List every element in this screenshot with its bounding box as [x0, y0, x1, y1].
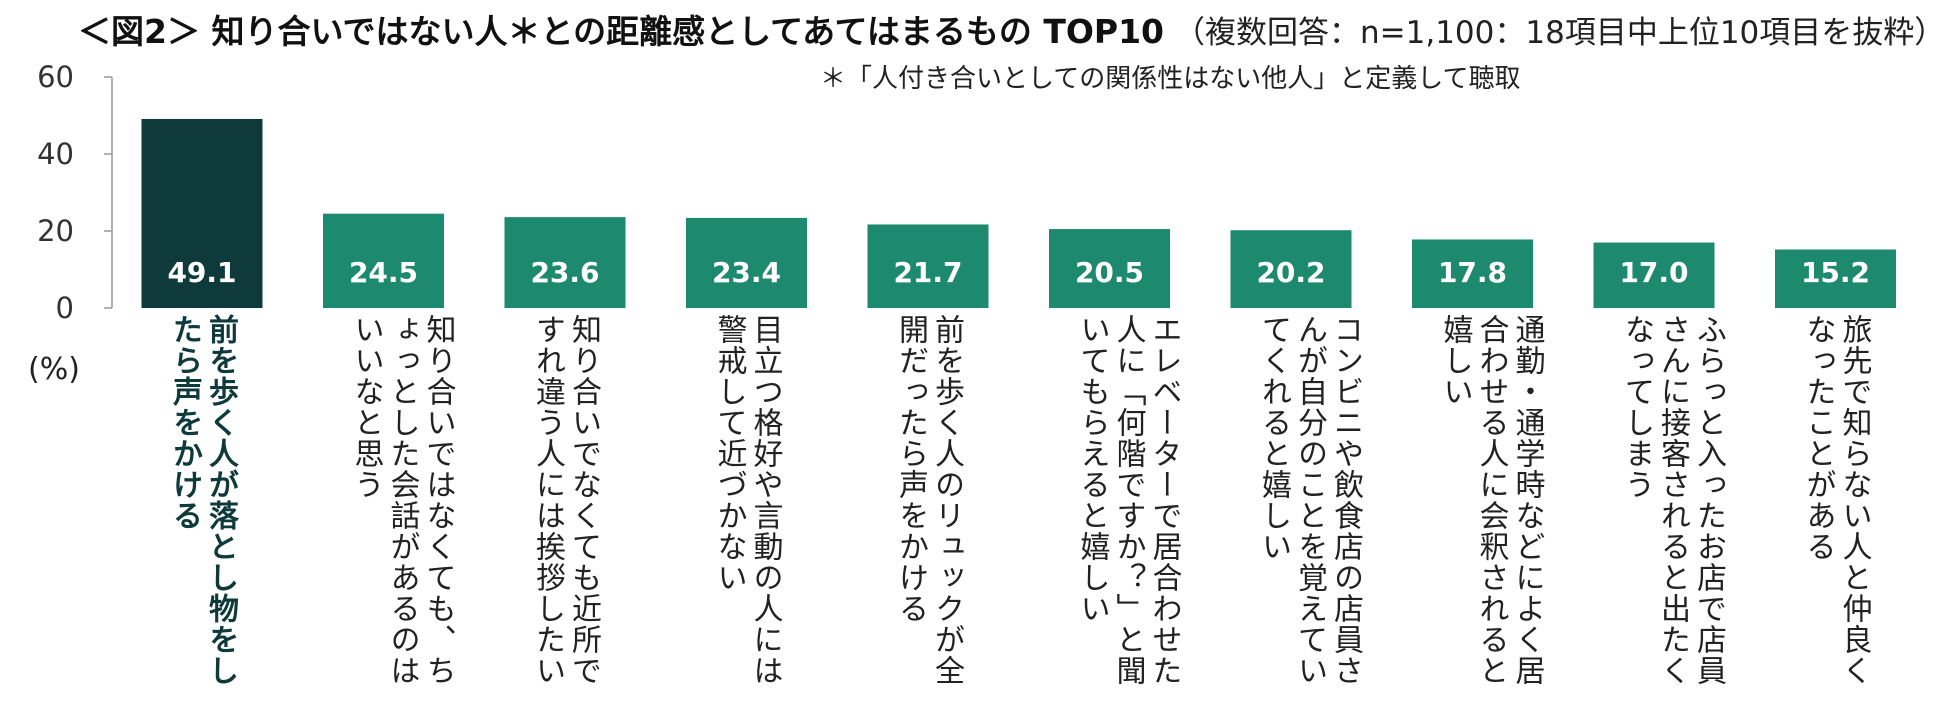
- bar-value-label: 15.2: [1801, 256, 1870, 289]
- bar: [686, 217, 807, 308]
- title-subtitle: （複数回答：n=1,100：18項目中上位10項目を抜粋）: [1174, 15, 1946, 51]
- definition-note: ＊「人付き合いとしての関係性はない他人」と定義して聴取: [820, 64, 1521, 94]
- category-label: コンビニや飲食店の店員さんが自分のことを覚えていてくれると嬉しい: [1256, 314, 1363, 686]
- bar-value-label: 23.4: [712, 256, 781, 289]
- category-label: 前を歩く人が落とし物をしたら声をかける: [167, 314, 238, 686]
- bar-value-label: 17.0: [1619, 256, 1688, 289]
- bar: [323, 213, 444, 308]
- bar-value-label: 20.5: [1075, 256, 1144, 289]
- category-label: エレベーターで居合わせた人に「何階ですか？」と聞いてもらえると嬉しい: [1074, 314, 1182, 686]
- bar: [504, 217, 626, 308]
- bar-value-label: 24.5: [349, 256, 418, 289]
- category-label: 知り合いではなくても、ちょっとした会話があるのはいいなと思う: [348, 314, 456, 686]
- chart-title: ＜図2＞ 知り合いではない人＊との距離感としてあてはまるもの TOP10 （複数回…: [78, 6, 1945, 64]
- category-label: ふらっと入ったお店で店員さんに接客されると出たくなってしまう: [1619, 314, 1726, 686]
- y-tick-label: 20: [37, 214, 74, 248]
- bar-value-label: 23.6: [530, 256, 599, 289]
- bar: [1230, 230, 1352, 308]
- category-label: 前を歩く人のリュックが全開だったら声をかける: [893, 314, 964, 686]
- bar-value-label: 21.7: [893, 256, 962, 289]
- y-tick-label: 0: [56, 291, 74, 325]
- bar: [1775, 249, 1896, 308]
- y-axis-unit: (%): [28, 352, 80, 387]
- bar: [141, 118, 263, 308]
- category-label: 旅先で知らない人と仲良くなったことがある: [1800, 314, 1872, 686]
- bar: [1412, 239, 1533, 308]
- category-label: 目立つ格好や言動の人には警戒して近づかない: [711, 314, 783, 686]
- y-tick-label: 40: [37, 137, 74, 171]
- category-label: 知り合いでなくても近所ですれ違う人には挨拶したい: [530, 314, 601, 686]
- bar-value-label: 20.2: [1256, 256, 1325, 289]
- bar: [867, 224, 989, 308]
- category-label: 通勤・通学時などによく居合わせる人に会釈されると嬉しい: [1437, 314, 1545, 686]
- bar-value-label: 49.1: [167, 256, 236, 289]
- y-tick-label: 60: [37, 60, 74, 94]
- title-main: ＜図2＞ 知り合いではない人＊との距離感としてあてはまるもの TOP10: [78, 12, 1164, 51]
- bar-value-label: 17.8: [1438, 256, 1507, 289]
- bar: [1593, 242, 1715, 308]
- bar: [1049, 229, 1170, 308]
